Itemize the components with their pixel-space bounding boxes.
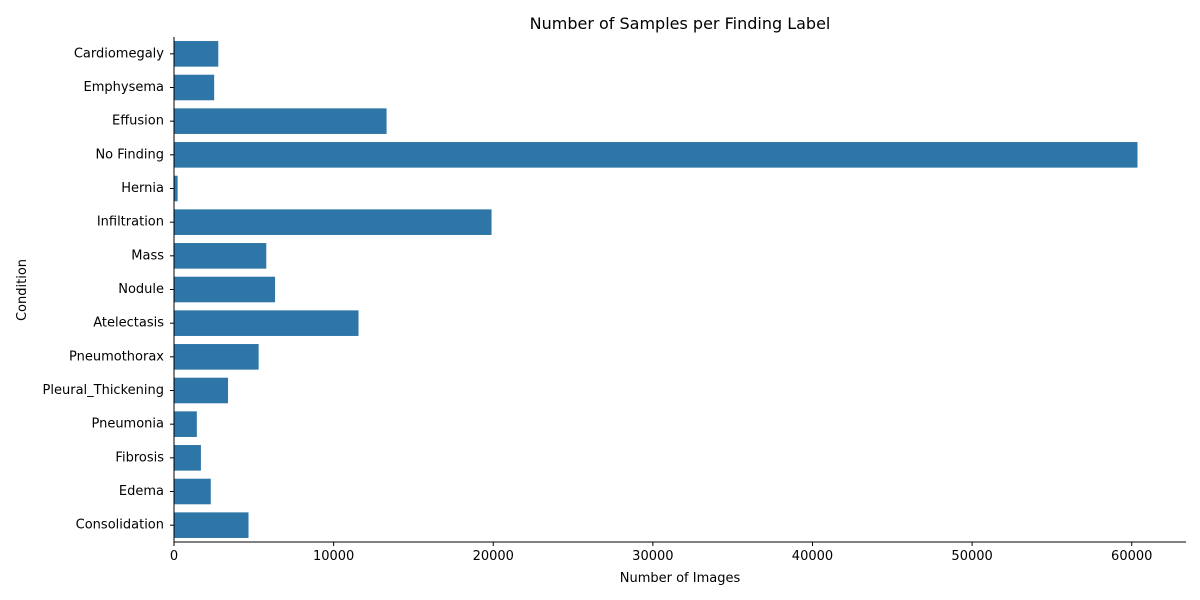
- bar-pleural-thickening: [174, 377, 229, 404]
- bars-group: [174, 41, 1138, 538]
- y-tick-label: Nodule: [118, 282, 164, 297]
- bar-pneumonia: [174, 411, 197, 437]
- y-tick-label: Fibrosis: [115, 450, 164, 465]
- bar-emphysema: [174, 74, 215, 101]
- bar-nodule: [174, 276, 276, 303]
- y-tick-label: Cardiomegaly: [74, 46, 164, 61]
- y-axis-label: Condition: [15, 259, 30, 321]
- y-tick-label: Effusion: [112, 114, 164, 129]
- y-axis-ticks: Cardiomegaly Emphysema Effusion No Finding H…: [43, 46, 174, 533]
- y-tick-label: Infiltration: [97, 215, 164, 230]
- y-tick-label: Atelectasis: [93, 316, 164, 331]
- x-axis-label: Number of Images: [620, 571, 741, 586]
- x-tick-label: 40000: [792, 549, 833, 564]
- bar-pneumothorax: [174, 344, 259, 370]
- y-tick-label: Hernia: [121, 181, 164, 196]
- bar-atelectasis: [174, 310, 359, 336]
- y-tick-label: Edema: [119, 484, 164, 499]
- bar-consolidation: [174, 512, 249, 538]
- y-tick-label: Emphysema: [84, 80, 164, 95]
- bar-effusion: [174, 108, 387, 134]
- y-tick-label: Consolidation: [76, 518, 164, 533]
- x-tick-label: 10000: [313, 549, 354, 564]
- y-tick-label: Pleural_Thickening: [43, 383, 164, 398]
- bar-no-finding: [174, 142, 1138, 168]
- bar-cardiomegaly: [174, 41, 219, 67]
- y-tick-label: Pneumothorax: [69, 349, 164, 364]
- bar-fibrosis: [174, 445, 201, 471]
- x-tick-label: 30000: [632, 549, 673, 564]
- bar-edema: [174, 478, 211, 505]
- x-axis-ticks: 0 10000 20000 30000 40000 50000 60000: [170, 542, 1152, 564]
- y-tick-label: Mass: [131, 248, 164, 263]
- bar-hernia: [174, 175, 178, 202]
- y-tick-label: No Finding: [95, 147, 164, 162]
- bar-infiltration: [174, 209, 492, 235]
- y-tick-label: Pneumonia: [91, 417, 164, 432]
- x-tick-label: 50000: [951, 549, 992, 564]
- chart-title: Number of Samples per Finding Label: [530, 14, 831, 33]
- x-tick-label: 20000: [473, 549, 514, 564]
- x-tick-label: 0: [170, 549, 178, 564]
- x-tick-label: 60000: [1111, 549, 1152, 564]
- bar-mass: [174, 243, 267, 269]
